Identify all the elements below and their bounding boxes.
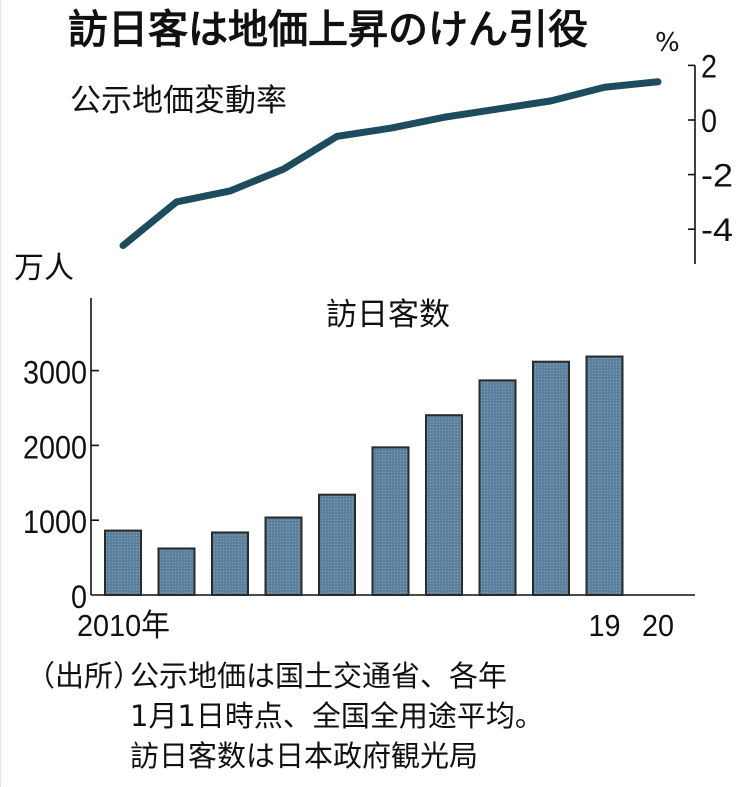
bar-2018 <box>532 360 570 596</box>
bar-2015 <box>371 446 410 596</box>
svg-text:2010年: 2010年 <box>77 608 170 643</box>
bar-2013 <box>264 516 303 596</box>
source-line-1: 公示地価は国土交通省、各年 <box>130 659 508 693</box>
svg-text:2000: 2000 <box>23 429 87 465</box>
line-series <box>119 78 662 250</box>
source-note: （出所） 公示地価は国土交通省、各年 1月1日時点、全国全用途平均。 訪日客数は… <box>26 656 544 776</box>
svg-text:19: 19 <box>589 608 621 643</box>
bar-2014 <box>318 493 356 597</box>
bar-series <box>104 355 624 597</box>
line-y-axis: 2 0 -2 -4 <box>688 48 733 264</box>
svg-text:20: 20 <box>642 608 674 643</box>
source-line-3: 訪日客数は日本政府観光局 <box>130 739 479 773</box>
svg-text:1000: 1000 <box>23 504 87 540</box>
bar-2012 <box>211 531 249 597</box>
svg-text:2: 2 <box>701 48 717 84</box>
line-axis-unit: % <box>655 28 680 58</box>
svg-text:-2: -2 <box>701 158 733 194</box>
source-prefix: （出所） <box>26 659 143 693</box>
bar-series-label: 訪日客数 <box>326 297 450 333</box>
chart-title: 訪日客は地価上昇のけん引役 <box>68 7 588 53</box>
bar-2019 <box>585 355 624 596</box>
svg-text:0: 0 <box>701 103 717 139</box>
bar-2010 <box>104 529 142 597</box>
svg-text:3000: 3000 <box>23 355 87 391</box>
bar-2011 <box>157 547 196 597</box>
svg-text:-4: -4 <box>701 212 733 248</box>
svg-text:0: 0 <box>71 579 87 615</box>
line-series-label: 公示地価変動率 <box>70 83 287 119</box>
bar-2017 <box>478 379 517 596</box>
bar-2016 <box>425 414 463 596</box>
page-border <box>0 0 3 787</box>
bar-axis-unit: 万人 <box>14 251 74 286</box>
x-axis-labels: 2010年 19 20 <box>77 608 674 643</box>
source-line-2: 1月1日時点、全国全用途平均。 <box>130 699 544 733</box>
